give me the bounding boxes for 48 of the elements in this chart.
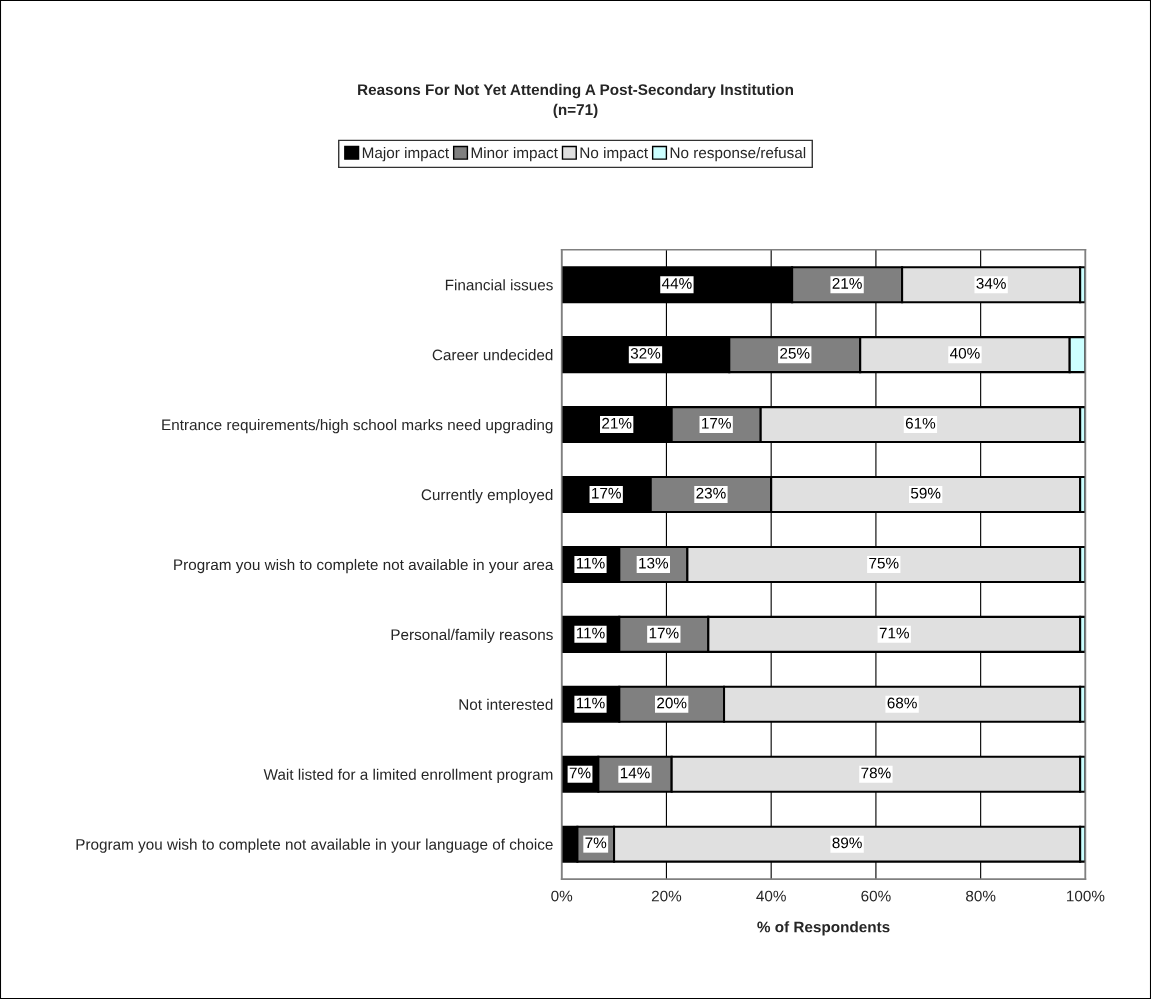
data-label: 11% — [576, 627, 605, 639]
data-label: 13% — [639, 557, 669, 569]
data-label: 17% — [702, 417, 731, 429]
data-label: 7% — [585, 837, 607, 849]
data-label: 14% — [620, 767, 650, 779]
data-label: 32% — [630, 347, 661, 359]
chart-title: Reasons For Not Yet Attending A Post-Secondary Institution — [358, 83, 793, 99]
y-tick-label: Program you wish to complete not available in your area — [174, 558, 554, 574]
chart-subtitle: (n=71) — [553, 103, 598, 119]
data-label: 59% — [910, 487, 941, 499]
data-label: 89% — [832, 837, 862, 849]
data-label: 7% — [569, 767, 591, 779]
y-tick-label: Wait listed for a limited enrollment program — [263, 768, 553, 783]
y-tick-label: Entrance requirements/high school marks need upgrading — [162, 419, 553, 434]
data-label: 40% — [950, 347, 980, 359]
legend-label: Major impact — [362, 146, 449, 162]
legend-label: Minor impact — [471, 146, 558, 162]
data-label: 78% — [861, 767, 891, 779]
y-tick-label: Financial issues — [445, 279, 553, 291]
data-label: 21% — [832, 278, 862, 289]
y-tick-label: Not interested — [459, 698, 553, 710]
data-label: 11% — [576, 557, 605, 569]
x-tick-label: 80% — [966, 890, 996, 902]
data-label: 25% — [780, 347, 810, 359]
y-tick-label: Currently employed — [421, 488, 553, 504]
data-label: 17% — [649, 627, 679, 639]
x-tick-label: 20% — [651, 890, 682, 902]
data-label: 20% — [657, 697, 687, 709]
y-tick-label: Program you wish to complete not available in your language of choice — [76, 838, 553, 853]
x-tick-label: 40% — [756, 890, 786, 902]
data-label: 34% — [976, 278, 1006, 289]
data-label: 68% — [887, 697, 917, 709]
data-label: 71% — [879, 627, 909, 639]
data-label: 17% — [592, 487, 621, 499]
x-axis-title: % of Respondents — [757, 921, 890, 936]
data-label: 23% — [696, 487, 726, 499]
x-tick-label: 0% — [551, 890, 573, 902]
legend-label: No impact — [580, 146, 648, 162]
legend-label: No response/refusal — [670, 146, 806, 162]
data-label: 75% — [869, 557, 899, 569]
y-tick-label: Career undecided — [432, 349, 553, 361]
y-tick-label: Personal/family reasons — [391, 628, 553, 644]
x-tick-label: 60% — [861, 890, 891, 902]
data-label: 11% — [576, 697, 605, 709]
x-tick-label: 100% — [1067, 890, 1105, 902]
data-label: 21% — [602, 417, 632, 429]
data-label: 61% — [905, 417, 936, 429]
data-label: 44% — [661, 278, 692, 289]
